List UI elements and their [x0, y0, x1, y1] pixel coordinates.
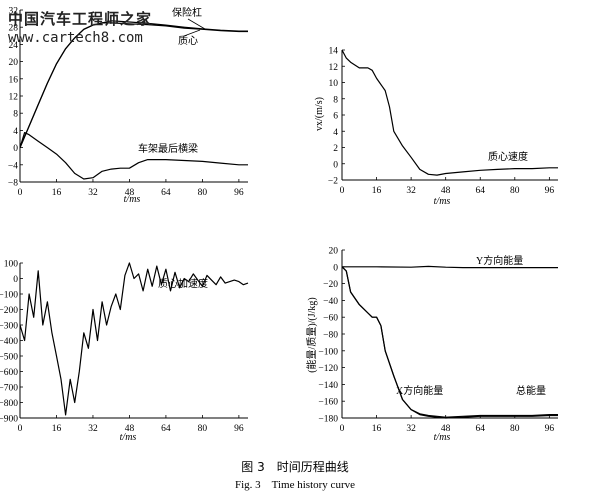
- x-tick-label: 48: [125, 188, 135, 198]
- annotation-leader: [183, 29, 201, 37]
- series-line: [19, 132, 248, 180]
- x-tick-label: 64: [475, 424, 485, 434]
- y-tick-label: 100: [4, 260, 19, 270]
- annotation-leader: [187, 18, 206, 30]
- x-tick-label: 32: [406, 424, 416, 434]
- watermark-url: www.cartech8.com: [8, 30, 143, 46]
- y-tick-label: 4: [333, 128, 338, 138]
- y-tick-label: −100: [318, 347, 338, 357]
- x-tick-label: 0: [340, 186, 345, 196]
- y-tick-label: 2: [333, 144, 338, 154]
- series-annotation: 质心加速度: [158, 277, 208, 290]
- y-tick-label: −80: [323, 331, 338, 341]
- x-tick-label: 16: [52, 188, 62, 198]
- y-tick-label: 16: [9, 75, 19, 85]
- y-tick-label: −8: [8, 179, 18, 189]
- y-tick-label: 10: [329, 79, 339, 89]
- y-tick-label: 12: [329, 63, 339, 73]
- y-tick-label: 0: [333, 263, 338, 273]
- x-tick-label: 64: [161, 188, 171, 198]
- x-axis-title: t/ms: [434, 432, 451, 443]
- series-annotation: 质心: [178, 35, 198, 47]
- y-tick-label: 8: [13, 110, 18, 120]
- y-tick-label: −160: [318, 398, 338, 408]
- y-tick-label: −100: [0, 291, 18, 301]
- series-annotation: Y方向能量: [476, 254, 523, 267]
- x-tick-label: 32: [88, 188, 98, 198]
- x-tick-label: 96: [234, 424, 244, 434]
- y-tick-label: −40: [323, 297, 338, 307]
- x-tick-label: 96: [234, 188, 244, 198]
- y-tick-label: −2: [328, 177, 338, 187]
- x-tick-label: 80: [510, 424, 520, 434]
- y-tick-label: 0: [333, 160, 338, 170]
- series-line: [341, 49, 558, 176]
- y-tick-label: 24: [9, 41, 19, 51]
- y-tick-label: −500: [0, 353, 18, 363]
- figure-caption-en: Fig. 3 Time history curve: [235, 479, 355, 491]
- x-axis-title: t/ms: [434, 196, 451, 207]
- x-tick-label: 16: [372, 186, 382, 196]
- y-tick-label: −300: [0, 322, 18, 332]
- y-tick-label: −4: [8, 161, 18, 171]
- x-tick-label: 80: [198, 188, 208, 198]
- x-tick-label: 0: [340, 424, 345, 434]
- y-tick-label: 0: [13, 144, 18, 154]
- x-tick-label: 48: [441, 424, 451, 434]
- y-tick-label: 4: [13, 127, 18, 137]
- y-tick-label: 32: [9, 7, 19, 17]
- y-tick-label: 20: [329, 247, 339, 257]
- y-tick-label: 0: [13, 275, 18, 285]
- y-tick-label: −700: [0, 384, 18, 394]
- x-tick-label: 16: [52, 424, 62, 434]
- y-tick-label: −200: [0, 306, 18, 316]
- x-tick-label: 80: [510, 186, 520, 196]
- y-tick-label: −600: [0, 368, 18, 378]
- series-annotation: 质心速度: [488, 150, 528, 163]
- y-tick-label: 12: [9, 93, 19, 103]
- x-tick-label: 64: [475, 186, 485, 196]
- x-tick-label: 96: [545, 424, 555, 434]
- series-annotation: 车架最后横梁: [138, 142, 198, 155]
- series-annotation: X方向能量: [396, 384, 443, 397]
- x-tick-label: 48: [125, 424, 135, 434]
- y-tick-label: 6: [333, 112, 338, 122]
- x-tick-label: 96: [545, 186, 555, 196]
- y-axis-title: vx/(m/s): [314, 97, 325, 131]
- series-line: [19, 20, 248, 148]
- series-line: [341, 266, 558, 418]
- watermark-title: 中国汽车工程师之家: [8, 10, 153, 28]
- x-tick-label: 80: [198, 424, 208, 434]
- series-annotation: 保险杠: [172, 6, 202, 19]
- x-tick-label: 0: [18, 188, 23, 198]
- series-line: [19, 262, 249, 416]
- y-tick-label: 20: [9, 58, 19, 68]
- y-tick-label: 8: [333, 95, 338, 105]
- x-tick-label: 16: [372, 424, 382, 434]
- x-tick-label: 48: [441, 186, 451, 196]
- y-tick-label: −400: [0, 337, 18, 347]
- figure-caption-zh: 图 3 时间历程曲线: [241, 460, 349, 474]
- series-line: [342, 265, 558, 269]
- y-tick-label: −140: [318, 381, 338, 391]
- y-tick-label: 14: [329, 47, 339, 57]
- y-tick-label: −20: [323, 280, 338, 290]
- y-tick-label: −60: [323, 314, 338, 324]
- y-tick-label: −120: [318, 364, 338, 374]
- x-axis-title: t/ms: [124, 194, 141, 205]
- x-tick-label: 32: [406, 186, 416, 196]
- y-tick-label: 28: [9, 24, 19, 34]
- x-tick-label: 64: [161, 424, 171, 434]
- y-axis-title: (能量/质量)/(J/kg): [305, 297, 318, 373]
- x-tick-label: 32: [88, 424, 98, 434]
- x-tick-label: 0: [18, 424, 23, 434]
- y-tick-label: −900: [0, 415, 18, 425]
- y-tick-label: −180: [318, 415, 338, 425]
- x-axis-title: t/ms: [120, 432, 137, 443]
- y-tick-label: −800: [0, 399, 18, 409]
- series-annotation: 总能量: [516, 384, 546, 397]
